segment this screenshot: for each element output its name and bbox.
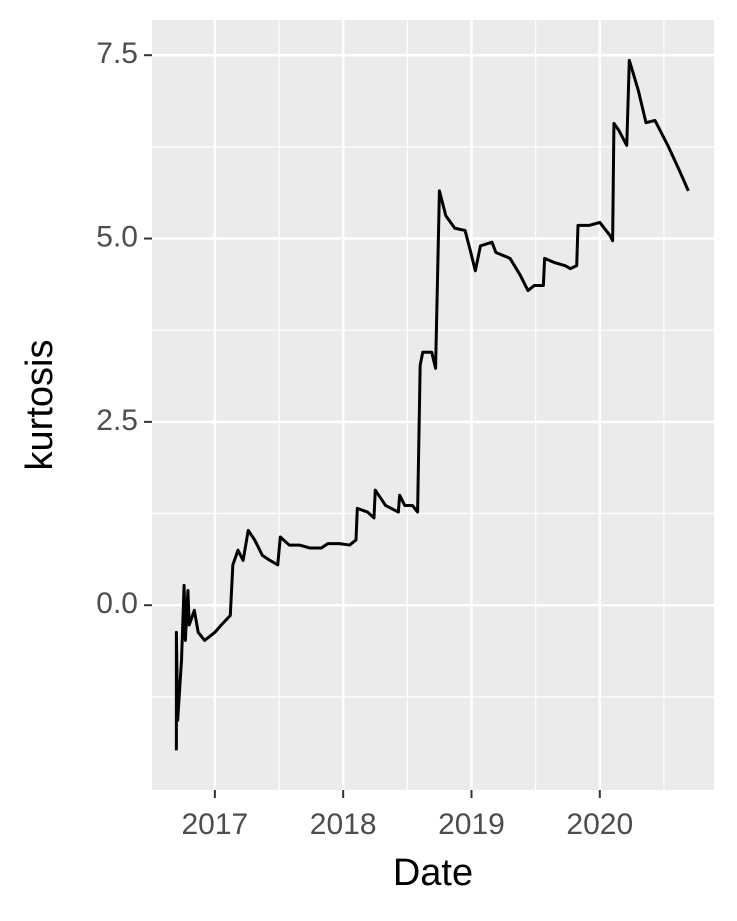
data-line: [174, 58, 690, 751]
x-tick-label: 2020: [566, 808, 633, 841]
x-tick-label: 2017: [181, 808, 248, 841]
y-tick-label: 2.5: [96, 404, 138, 437]
x-axis-title: Date: [393, 852, 473, 894]
y-tick-label: 7.5: [96, 37, 138, 70]
y-tick-label: 5.0: [96, 220, 138, 253]
x-tick-label: 2018: [310, 808, 377, 841]
y-axis-title: kurtosis: [19, 340, 61, 471]
x-tick-label: 2019: [438, 808, 505, 841]
panel: [152, 20, 714, 790]
y-tick-label: 0.0: [96, 587, 138, 620]
